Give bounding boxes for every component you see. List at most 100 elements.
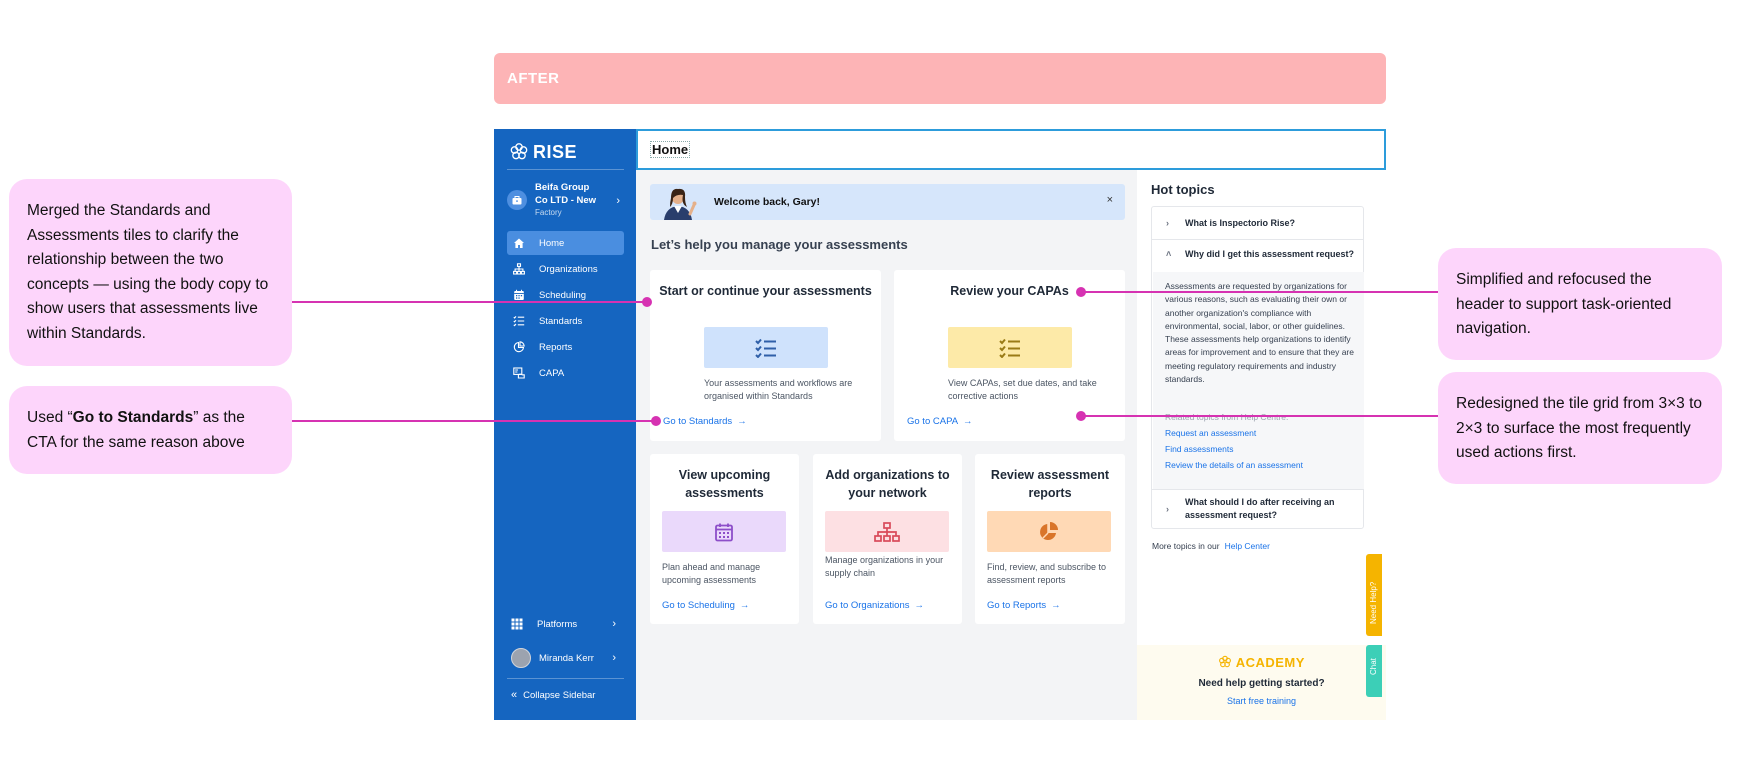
platforms-label: Platforms bbox=[537, 618, 578, 630]
related-link-find[interactable]: Find assessments bbox=[1165, 444, 1234, 454]
need-help-tab[interactable]: Need Help? bbox=[1366, 554, 1382, 636]
need-help-label: Need Help? bbox=[1369, 581, 1378, 624]
grid-icon bbox=[511, 618, 523, 630]
related-link-review[interactable]: Review the details of an assessment bbox=[1165, 460, 1303, 470]
tile-organizations[interactable]: Add organizations to your network Manage… bbox=[813, 454, 962, 624]
sidebar-item-label: Scheduling bbox=[539, 289, 587, 301]
sidebar-divider bbox=[507, 169, 624, 170]
connector-dot bbox=[642, 297, 652, 307]
user-menu[interactable]: Miranda Kerr › bbox=[507, 645, 624, 671]
tile-title: Start or continue your assessments bbox=[659, 284, 872, 298]
avatar bbox=[511, 648, 531, 668]
tile-description: View CAPAs, set due dates, and take corr… bbox=[948, 378, 1097, 401]
sidebar-item-scheduling[interactable]: Scheduling bbox=[507, 283, 624, 307]
connector-line bbox=[292, 420, 656, 422]
collapse-sidebar-button[interactable]: « Collapse Sidebar bbox=[511, 689, 595, 701]
checklist-icon bbox=[755, 338, 776, 358]
sidebar-item-organizations[interactable]: Organizations bbox=[507, 257, 624, 281]
academy-logo-text: ACADEMY bbox=[1235, 655, 1305, 670]
sidebar-item-label: Standards bbox=[539, 315, 583, 327]
welcome-banner: Welcome back, Gary! × bbox=[650, 184, 1125, 220]
faq-divider bbox=[1152, 239, 1363, 240]
link-label: Go to Reports bbox=[987, 600, 1047, 611]
close-icon[interactable]: × bbox=[1106, 194, 1113, 206]
collapse-label: Collapse Sidebar bbox=[523, 689, 596, 701]
connector-line bbox=[1081, 291, 1438, 293]
chevron-right-icon: › bbox=[612, 618, 616, 630]
go-to-scheduling-link[interactable]: Go to Scheduling → bbox=[662, 600, 749, 611]
related-link-request[interactable]: Request an assessment bbox=[1165, 428, 1257, 438]
arrow-right-icon: → bbox=[737, 416, 747, 427]
faq-divider bbox=[1152, 489, 1363, 490]
tile-title: View upcoming assessments bbox=[678, 468, 771, 500]
academy-flower-icon bbox=[1219, 655, 1232, 668]
sidebar-item-label: CAPA bbox=[539, 367, 565, 379]
hierarchy-icon bbox=[874, 521, 900, 542]
rise-logo[interactable]: RISE bbox=[509, 141, 577, 163]
hierarchy-icon bbox=[513, 263, 525, 275]
tile-description: Find, review, and subscribe to assessmen… bbox=[987, 562, 1107, 585]
faq-accordion: › What is Inspectorio Rise? ˄ Why did I … bbox=[1151, 206, 1364, 529]
sidebar-item-capa[interactable]: CAPA bbox=[507, 361, 624, 385]
chevron-right-icon: › bbox=[1166, 218, 1169, 228]
annotation-cta-suffix: ” as the CTA for the same reason above bbox=[27, 409, 245, 451]
sidebar-item-home[interactable]: Home bbox=[507, 231, 624, 255]
go-to-standards-link[interactable]: Go to Standards → bbox=[663, 416, 747, 427]
hot-topics-title: Hot topics bbox=[1151, 182, 1215, 197]
pie-chart-icon bbox=[1040, 521, 1058, 540]
go-to-capa-link[interactable]: Go to CAPA → bbox=[907, 416, 973, 427]
briefcase-icon bbox=[507, 190, 527, 210]
chat-tab[interactable]: Chat bbox=[1366, 645, 1382, 697]
welcome-message: Welcome back, Gary! bbox=[714, 196, 821, 208]
more-topics: More topics in our Help Center bbox=[1152, 541, 1270, 551]
connector-line bbox=[292, 301, 647, 303]
after-banner: AFTER bbox=[494, 53, 1386, 104]
faq-question-label: What is Inspectorio Rise? bbox=[1185, 218, 1296, 228]
arrow-right-icon: → bbox=[739, 600, 750, 611]
tile-capa[interactable]: Review your CAPAs View CAPAs, set due da… bbox=[894, 270, 1125, 441]
annotation-cta-bold: Go to Standards bbox=[72, 409, 194, 426]
go-to-reports-link[interactable]: Go to Reports → bbox=[987, 600, 1061, 611]
tile-illustration bbox=[987, 511, 1111, 552]
annotation-cta: Used “Go to Standards” as the CTA for th… bbox=[9, 386, 292, 474]
platforms-menu[interactable]: Platforms › bbox=[507, 611, 624, 637]
faq-question-label: What should I do after receiving an asse… bbox=[1185, 497, 1335, 520]
annotation-merged-tiles: Merged the Standards and Assessments til… bbox=[9, 179, 292, 366]
academy-logo: ACADEMY bbox=[1137, 655, 1386, 670]
academy-promo: ACADEMY Need help getting started? Start… bbox=[1137, 645, 1386, 720]
tile-reports[interactable]: Review assessment reports Find, review, … bbox=[975, 454, 1125, 624]
faq-question-2[interactable]: ˄ Why did I get this assessment request? bbox=[1152, 248, 1363, 261]
faq-answer-text: Assessments are requested by organizatio… bbox=[1165, 281, 1354, 385]
arrow-right-icon: → bbox=[1051, 600, 1061, 611]
sidebar-item-standards[interactable]: Standards bbox=[507, 309, 624, 333]
connector-dot bbox=[1076, 411, 1086, 421]
faq-question-1[interactable]: › What is Inspectorio Rise? bbox=[1152, 217, 1363, 230]
start-free-training-link[interactable]: Start free training bbox=[1226, 696, 1297, 706]
tile-illustration bbox=[948, 327, 1072, 368]
org-switcher[interactable]: Beifa Group Co LTD - New Factory › bbox=[507, 181, 624, 221]
annotation-header: Simplified and refocused the header to s… bbox=[1438, 248, 1722, 360]
tile-description: Your assessments and workflows are organ… bbox=[704, 378, 853, 401]
link-label: Go to Organizations bbox=[825, 600, 910, 611]
rise-flower-icon bbox=[510, 143, 528, 160]
tile-description: Plan ahead and manage upcoming assessmen… bbox=[662, 562, 761, 585]
chevron-up-icon: ˄ bbox=[1166, 249, 1172, 259]
sidebar-item-label: Home bbox=[539, 237, 565, 249]
link-label: Go to Standards bbox=[663, 416, 733, 427]
help-center-link[interactable]: Help Center bbox=[1224, 541, 1270, 551]
arrow-right-icon: → bbox=[963, 416, 973, 427]
faq-answer-panel: Assessments are requested by organizatio… bbox=[1153, 272, 1364, 489]
double-chevron-left-icon: « bbox=[511, 689, 518, 701]
capa-icon bbox=[513, 367, 525, 379]
page-title: Home bbox=[650, 141, 691, 158]
faq-question-3[interactable]: › What should I do after receiving an as… bbox=[1152, 496, 1363, 522]
home-icon bbox=[514, 238, 524, 248]
sidebar-item-reports[interactable]: Reports bbox=[507, 335, 624, 359]
tile-standards[interactable]: Start or continue your assessments Your … bbox=[650, 270, 881, 441]
tile-scheduling[interactable]: View upcoming assessments Plan ahead and… bbox=[650, 454, 799, 624]
go-to-organizations-link[interactable]: Go to Organizations → bbox=[825, 600, 924, 611]
connector-line bbox=[1081, 415, 1438, 417]
calendar-icon bbox=[514, 289, 524, 300]
link-label: Go to Scheduling bbox=[662, 600, 735, 611]
logo-text: RISE bbox=[533, 141, 578, 162]
